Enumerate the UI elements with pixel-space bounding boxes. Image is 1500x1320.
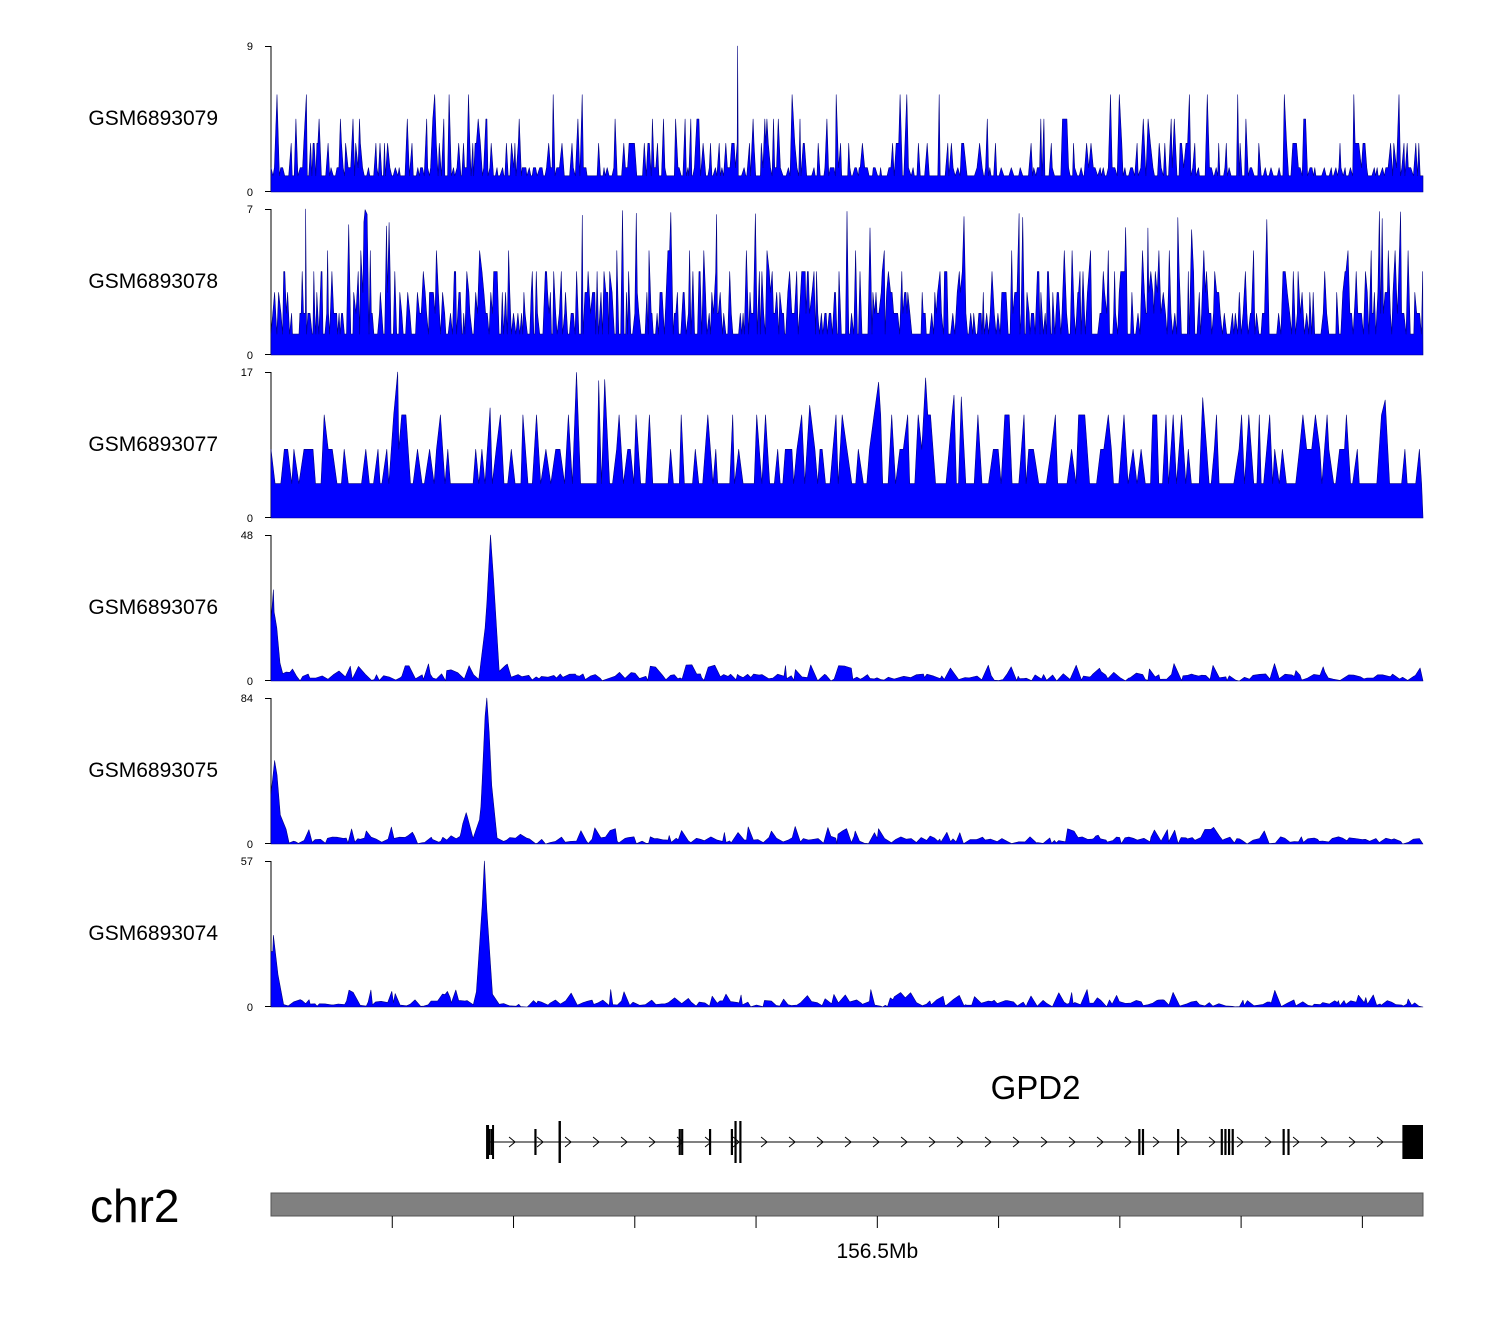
coverage-signal: [270, 534, 1424, 682]
chromosome-ideogram: chr2 156.5Mb: [90, 1180, 1424, 1263]
strand-arrow: [984, 1136, 992, 1148]
strand-arrow: [1348, 1136, 1356, 1148]
strand-arrow: [536, 1136, 544, 1148]
exon-first: [486, 1125, 490, 1159]
y-min-label: 0: [247, 676, 253, 688]
strand-arrow: [1040, 1136, 1048, 1148]
y-min-label: 0: [247, 839, 253, 851]
strand-arrow: [592, 1136, 600, 1148]
strand-arrow: [508, 1136, 516, 1148]
y-max-label: 48: [241, 530, 253, 542]
track-GSM6893079: GSM6893079 9 0: [88, 41, 1424, 199]
y-min-label: 0: [247, 1002, 253, 1014]
exon: [558, 1121, 561, 1163]
exon: [1177, 1129, 1180, 1155]
exon: [488, 1129, 491, 1155]
strand-arrow: [1236, 1136, 1244, 1148]
strand-arrow: [1292, 1136, 1300, 1148]
coverage-tracks: GSM689307990GSM689307870GSM6893077170GSM…: [88, 41, 1424, 1014]
strand-arrow: [760, 1136, 768, 1148]
strand-arrow: [1152, 1136, 1160, 1148]
y-min-label: 0: [247, 513, 253, 525]
track-label: GSM6893076: [88, 596, 218, 619]
exon: [708, 1129, 712, 1155]
strand-arrow: [928, 1136, 936, 1148]
track-label: GSM6893078: [88, 270, 218, 293]
strand-arrow: [956, 1136, 964, 1148]
gene-track: GPD2: [486, 1069, 1423, 1163]
genomic-axis-tick-label: 156.5Mb: [836, 1240, 918, 1263]
y-min-label: 0: [247, 187, 253, 199]
coverage-signal: [270, 208, 1424, 356]
exon: [739, 1121, 742, 1163]
track-GSM6893075: GSM6893075 84 0: [88, 693, 1424, 851]
chromosome-band: [270, 1192, 1424, 1217]
strand-arrow: [1376, 1136, 1384, 1148]
track-GSM6893078: GSM6893078 7 0: [88, 204, 1424, 362]
strand-arrow: [1096, 1136, 1104, 1148]
strand-arrow: [620, 1136, 628, 1148]
strand-arrow: [1012, 1136, 1020, 1148]
y-max-label: 9: [247, 41, 253, 53]
strand-arrow: [1124, 1136, 1132, 1148]
y-max-label: 7: [247, 204, 253, 216]
exon: [734, 1121, 737, 1163]
chromosome-label: chr2: [90, 1180, 179, 1232]
coverage-signal: [270, 45, 1424, 193]
y-max-label: 57: [241, 856, 253, 868]
exon: [1282, 1129, 1285, 1155]
coverage-signal: [270, 697, 1424, 845]
track-label: GSM6893079: [88, 107, 218, 130]
track-GSM6893076: GSM6893076 48 0: [88, 530, 1424, 688]
strand-arrow: [1068, 1136, 1076, 1148]
strand-arrow: [900, 1136, 908, 1148]
strand-arrow: [816, 1136, 824, 1148]
strand-arrow: [1320, 1136, 1328, 1148]
exon: [490, 1129, 493, 1155]
exon: [1220, 1129, 1223, 1155]
y-min-label: 0: [247, 350, 253, 362]
strand-arrow: [1208, 1136, 1216, 1148]
strand-arrow: [844, 1136, 852, 1148]
coverage-signal: [270, 371, 1424, 519]
exon: [681, 1129, 684, 1155]
exon: [1138, 1129, 1141, 1155]
track-GSM6893074: GSM6893074 57 0: [88, 856, 1424, 1014]
gene-name-label: GPD2: [991, 1069, 1081, 1106]
exon: [678, 1129, 681, 1155]
exon: [1227, 1129, 1231, 1155]
strand-arrow: [788, 1136, 796, 1148]
exon: [730, 1129, 733, 1155]
y-max-label: 17: [241, 367, 253, 379]
exon: [1141, 1129, 1145, 1155]
exon: [534, 1129, 537, 1155]
track-label: GSM6893074: [88, 922, 218, 945]
exon: [1224, 1129, 1227, 1155]
coverage-signal: [270, 860, 1424, 1008]
exon-last: [1402, 1125, 1423, 1159]
exon: [1287, 1129, 1290, 1155]
strand-arrow: [1264, 1136, 1272, 1148]
strand-arrow: [872, 1136, 880, 1148]
track-label: GSM6893075: [88, 759, 218, 782]
strand-arrow: [564, 1136, 572, 1148]
strand-arrow: [1180, 1136, 1188, 1148]
exon: [1231, 1129, 1234, 1155]
strand-arrow: [648, 1136, 656, 1148]
track-label: GSM6893077: [88, 433, 218, 456]
exon-first-b: [492, 1125, 495, 1159]
y-max-label: 84: [241, 693, 253, 705]
track-GSM6893077: GSM6893077 17 0: [88, 367, 1424, 525]
